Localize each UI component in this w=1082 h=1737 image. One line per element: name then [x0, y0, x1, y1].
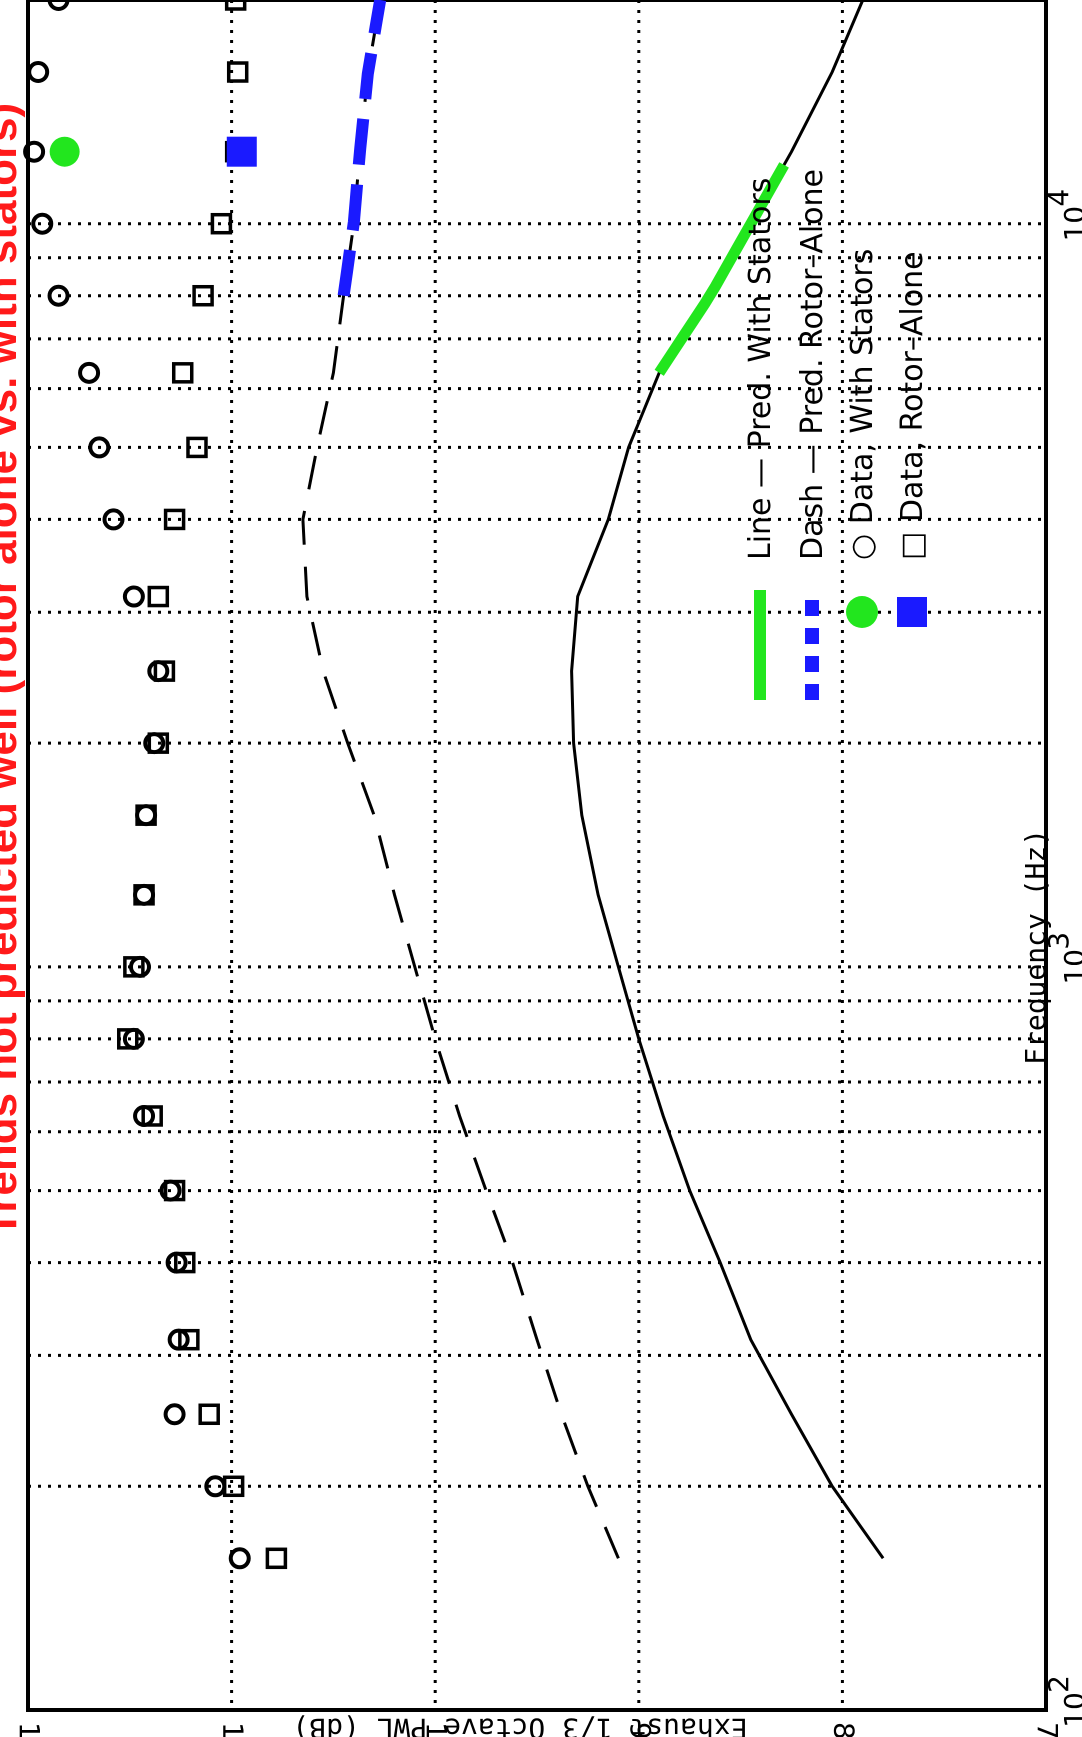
data-point-rotor-alone	[117, 1028, 139, 1050]
legend-label: □ Data, Rotor–Alone	[895, 251, 930, 560]
tick-labels: 708090100110120102103104	[13, 189, 1082, 1737]
x-axis-label: Frequency (Hz)	[1019, 829, 1052, 1065]
y-tick-label: 120	[13, 1722, 46, 1737]
legend-marker-square	[897, 597, 927, 627]
data-point-with-stators	[122, 585, 145, 608]
data-point-rotor-alone	[198, 1403, 220, 1426]
data-point-with-stators	[102, 508, 125, 531]
y-tick-label: 90	[624, 1722, 657, 1737]
x-tick-label: 104	[1042, 189, 1082, 242]
data-point-with-stators	[88, 436, 111, 459]
legend-label: Dash — Pred. Rotor–Alone	[795, 169, 830, 560]
annotation-banner: Trends not predicted well (rotor alone v…	[0, 103, 26, 1237]
legend: Line — Pred. With Stators Dash — Pred. Ro…	[743, 169, 930, 700]
highlight-rotor-alone-dash	[337, 0, 387, 297]
data-point-with-stators	[47, 0, 70, 11]
data-point-rotor-alone	[265, 1547, 288, 1570]
plot-frame	[26, 0, 1048, 1712]
data-point-with-stators	[27, 61, 50, 84]
data-point-rotor-alone	[174, 1251, 196, 1274]
data-point-rotor-alone	[123, 956, 145, 978]
x-tick-exponent: 3	[1042, 932, 1075, 950]
data-point-rotor-alone	[147, 732, 170, 754]
y-tick-label: 100	[420, 1722, 453, 1737]
legend-marker-circle	[846, 596, 878, 628]
data-point-rotor-alone	[210, 212, 233, 235]
data-point-rotor-alone	[222, 1475, 245, 1498]
data-point-rotor-alone	[226, 61, 249, 83]
data-point-with-stators	[78, 361, 101, 384]
data-point-with-stators	[47, 284, 70, 307]
legend-label: Line — Pred. With Stators	[743, 178, 778, 560]
y-tick-label: 110	[217, 1722, 250, 1737]
data-point-rotor-alone	[163, 1179, 186, 1202]
y-tick-label: 80	[827, 1722, 860, 1737]
data-point-with-stators	[163, 1403, 186, 1426]
data-point-rotor-alone	[135, 804, 157, 826]
x-tick-label: 103	[1042, 932, 1082, 985]
data-point-with-stators	[31, 212, 54, 235]
data-point-rotor-alone	[178, 1328, 200, 1351]
y-tick-label: 70	[1031, 1722, 1064, 1737]
x-tick-base: 10	[1058, 1692, 1082, 1728]
highlight-layer	[49, 0, 789, 376]
data-point-rotor-alone	[171, 362, 194, 384]
data-point-rotor-alone	[163, 508, 186, 531]
data-point-rotor-alone	[153, 660, 176, 682]
highlight-with-stators-point	[49, 136, 80, 167]
data-point-rotor-alone	[147, 585, 170, 608]
data-point-rotor-alone	[224, 0, 247, 11]
highlight-rotor-alone-point	[226, 136, 257, 167]
data-point-rotor-alone	[141, 1105, 163, 1127]
y-axis-label: Exhaust 1/3 Octave PWL (dB)	[292, 1712, 747, 1737]
x-tick-base: 10	[1058, 949, 1082, 985]
x-tick-label: 102	[1042, 1675, 1082, 1728]
data-point-rotor-alone	[192, 284, 214, 307]
x-tick-exponent: 2	[1042, 1675, 1075, 1693]
x-tick-base: 10	[1058, 206, 1082, 242]
data-point-rotor-alone	[133, 884, 155, 906]
x-tick-exponent: 4	[1042, 189, 1075, 207]
legend-label: ○ Data, With Stators	[845, 249, 880, 560]
data-point-with-stators	[23, 140, 46, 163]
data-point-with-stators	[228, 1547, 251, 1570]
highlight-with-stators-line	[654, 162, 789, 376]
data-point-rotor-alone	[186, 436, 208, 459]
